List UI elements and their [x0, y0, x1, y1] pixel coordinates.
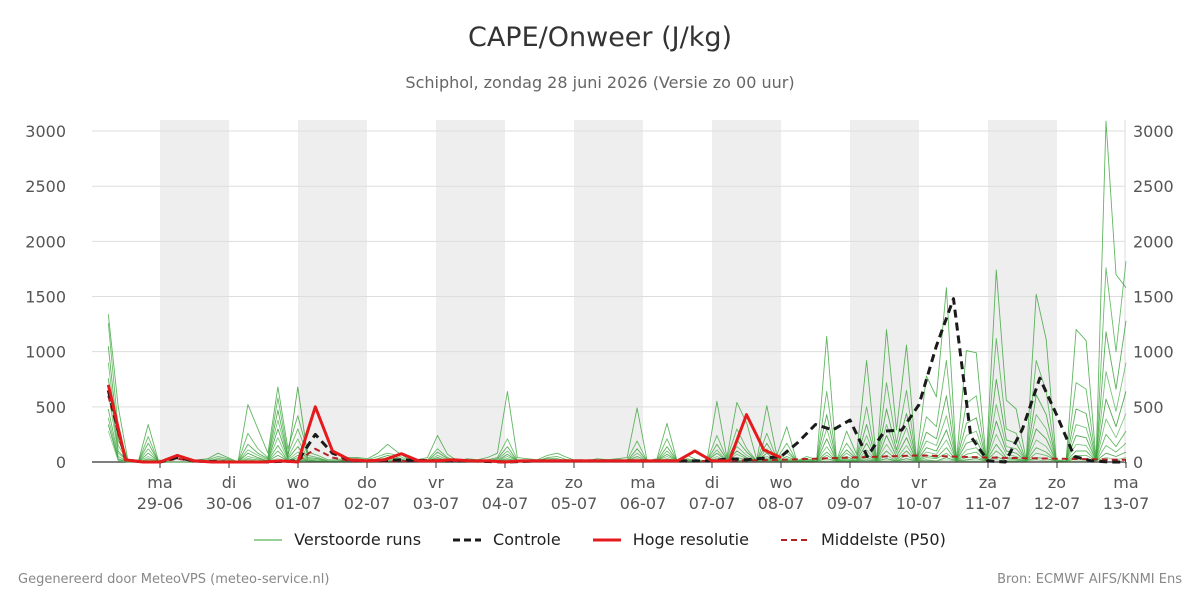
- legend-control-swatch: [453, 538, 482, 541]
- x-tick-date: 11-07: [965, 494, 1012, 513]
- x-tick-date: 07-07: [689, 494, 736, 513]
- x-tick-date: 13-07: [1103, 494, 1150, 513]
- x-tick-date: 06-07: [620, 494, 667, 513]
- x-tick-date: 08-07: [758, 494, 805, 513]
- legend-label-p50: Middelste (P50): [820, 530, 946, 549]
- y-tick-left: 1500: [25, 288, 66, 307]
- x-tick-day: vr: [428, 473, 444, 492]
- legend-item-control[interactable]: Controle: [453, 530, 561, 549]
- x-tick-day: do: [840, 473, 860, 492]
- x-tick-day: zo: [565, 473, 583, 492]
- legend-label-ensemble: Verstoorde runs: [294, 530, 422, 549]
- high-res-line: [106, 384, 782, 464]
- x-tick-date: 05-07: [551, 494, 598, 513]
- x-axis: ma 29-06 di 30-06 wo 01-07 do 02-07 vr 03-07 za 04-…: [137, 462, 1150, 513]
- y-tick-left: 0: [56, 453, 66, 472]
- y-tick-right: 3000: [1133, 122, 1174, 141]
- legend-label-high-res: Hoge resolutie: [632, 530, 749, 549]
- x-tick-day: di: [222, 473, 237, 492]
- x-tick-date: 29-06: [137, 494, 184, 513]
- x-tick-day: ma: [630, 473, 655, 492]
- x-tick-day: wo: [770, 473, 793, 492]
- night-band-3: [574, 120, 643, 462]
- x-tick-date: 09-07: [827, 494, 874, 513]
- x-tick-day: do: [357, 473, 377, 492]
- night-band-2: [436, 120, 505, 462]
- legend-item-high-res[interactable]: Hoge resolutie: [592, 530, 749, 549]
- x-tick-date: 02-07: [344, 494, 391, 513]
- x-tick-day: zo: [1048, 473, 1066, 492]
- x-tick-day: za: [979, 473, 997, 492]
- legend: Verstoorde runs Controle Hoge resolutie …: [0, 530, 1200, 549]
- legend-item-ensemble[interactable]: Verstoorde runs: [254, 530, 421, 549]
- night-band-1: [298, 120, 367, 462]
- legend-item-p50[interactable]: Middelste (P50): [780, 530, 946, 549]
- high-res-series: [106, 384, 782, 464]
- x-tick-date: 04-07: [482, 494, 529, 513]
- y-tick-right: 2000: [1133, 232, 1174, 251]
- x-tick-day: wo: [287, 473, 310, 492]
- legend-high-res-swatch: [592, 538, 621, 541]
- y-tick-right: 2500: [1133, 177, 1174, 196]
- x-tick-date: 30-06: [206, 494, 253, 513]
- night-band-5: [850, 120, 919, 462]
- night-band-4: [712, 120, 781, 462]
- footer-source: Bron: ECMWF AIFS/KNMI Ens: [997, 572, 1182, 587]
- y-axis-left: 0 500 1000 1500 2000 2500 3000: [25, 122, 66, 472]
- x-tick-day: ma: [1113, 473, 1138, 492]
- footer-generator: Gegenereerd door MeteoVPS (meteo-service…: [18, 572, 330, 587]
- x-tick-day: di: [705, 473, 720, 492]
- y-tick-right: 1000: [1133, 343, 1174, 362]
- y-tick-left: 3000: [25, 122, 66, 141]
- x-tick-date: 10-07: [896, 494, 943, 513]
- night-bands: [160, 120, 1057, 462]
- legend-p50-swatch: [780, 538, 809, 541]
- x-tick-date: 03-07: [413, 494, 460, 513]
- y-tick-right: 1500: [1133, 288, 1174, 307]
- y-tick-right: 500: [1133, 398, 1164, 417]
- y-tick-left: 500: [35, 398, 66, 417]
- y-tick-left: 2000: [25, 232, 66, 251]
- x-tick-date: 01-07: [275, 494, 322, 513]
- y-tick-right: 0: [1133, 453, 1143, 472]
- legend-label-control: Controle: [493, 530, 561, 549]
- x-tick-day: za: [496, 473, 514, 492]
- y-tick-left: 2500: [25, 177, 66, 196]
- x-tick-day: vr: [911, 473, 927, 492]
- chart-title: CAPE/Onweer (J/kg): [467, 22, 732, 53]
- legend-ensemble-swatch: [254, 538, 283, 541]
- chart-subtitle: Schiphol, zondag 28 juni 2026 (Versie zo…: [405, 73, 795, 92]
- y-tick-left: 1000: [25, 343, 66, 362]
- y-axis-right: 0 500 1000 1500 2000 2500 3000: [1133, 122, 1174, 472]
- night-band-0: [160, 120, 229, 462]
- night-band-6: [988, 120, 1057, 462]
- x-tick-date: 12-07: [1034, 494, 1081, 513]
- x-tick-day: ma: [147, 473, 172, 492]
